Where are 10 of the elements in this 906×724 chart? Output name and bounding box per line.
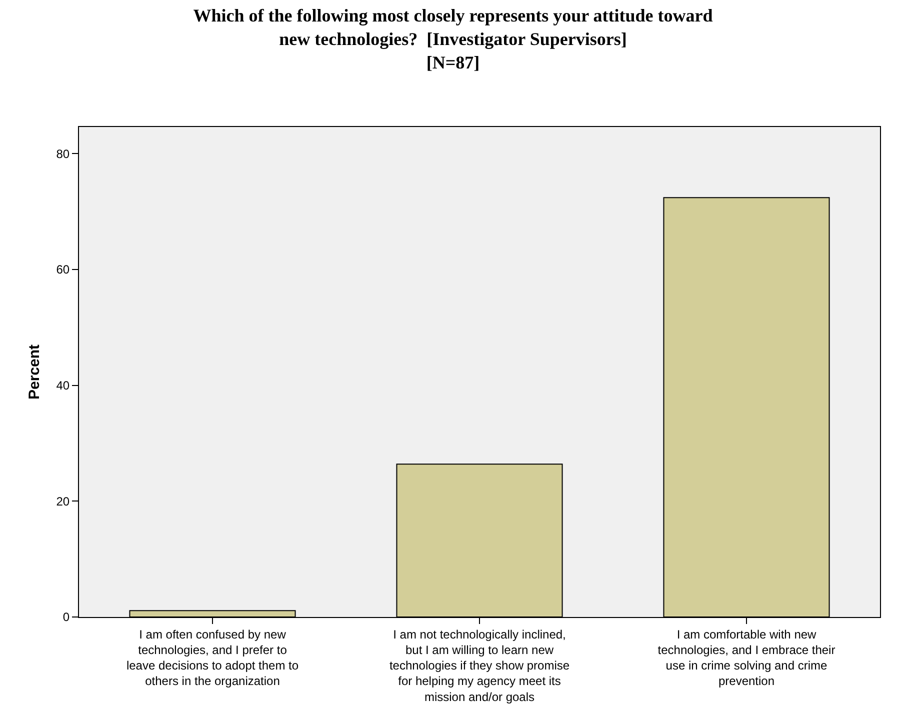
chart-title: Which of the following most closely represents your attitude toward new technologies? [Investigator Supervisors] [N=87]	[193, 6, 713, 73]
y-tick-label: 0	[62, 610, 70, 624]
y-tick-label: 60	[56, 262, 70, 277]
x-tick-label: I am not technologically inclined, but I am willing to learn new technologies if they show promise for helping my agency meet its mission and/or goals	[389, 627, 570, 704]
y-tick-label: 80	[56, 146, 70, 161]
x-tick-label: I am comfortable with new technologies, and I embrace their use in crime solving and crime prevention	[658, 627, 836, 688]
x-tick-label: I am often confused by new technologies, and I prefer to leave decisions to adopt them to others in the organization	[126, 627, 299, 688]
y-tick-label: 20	[56, 494, 70, 508]
y-tick-label: 40	[56, 378, 70, 393]
y-axis-title: Percent	[26, 344, 43, 400]
